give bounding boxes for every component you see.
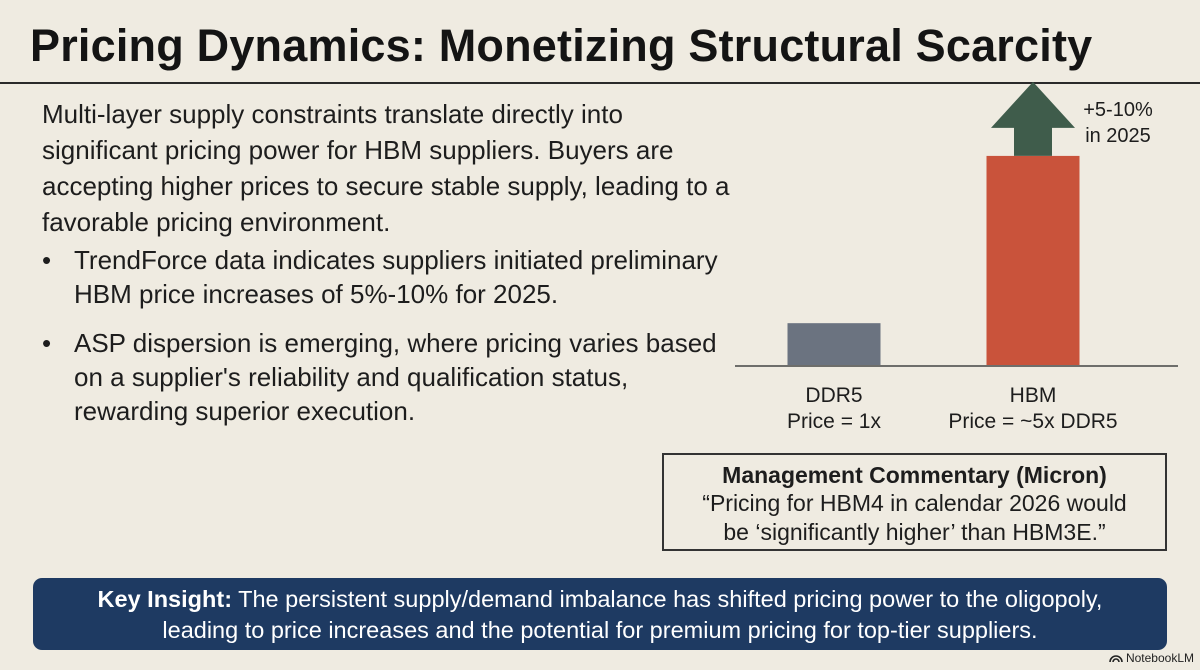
insight-text: leading to price increases and the poten… bbox=[162, 617, 1038, 643]
category-label: HBM bbox=[1010, 384, 1057, 407]
bar-ddr5 bbox=[787, 323, 881, 365]
up-arrow-icon bbox=[991, 81, 1075, 156]
intro-paragraph: Multi-layer supply constraints translate… bbox=[42, 99, 730, 237]
bullet-marker: • bbox=[42, 245, 52, 275]
commentary-quote-line: be ‘significantly higher’ than HBM3E.” bbox=[723, 519, 1106, 545]
category-label: DDR5 bbox=[805, 384, 862, 407]
insight-text: The persistent supply/demand imbalance h… bbox=[232, 586, 1103, 612]
insight-label: Key Insight: bbox=[97, 586, 233, 612]
bullet-text: ASP dispersion is emerging, where pricin… bbox=[74, 328, 717, 426]
category-sublabel: Price = 1x bbox=[787, 410, 881, 433]
bullet-text: TrendForce data indicates suppliers init… bbox=[74, 245, 718, 309]
bullet-marker: • bbox=[42, 328, 52, 358]
price-comparison-chart: DDR5 Price = 1x HBM Price = ~5x DDR5 +5-10% i… bbox=[735, 81, 1178, 433]
commentary-quote-line: “Pricing for HBM4 in calendar 2026 would bbox=[702, 490, 1127, 516]
bullet-item: • TrendForce data indicates suppliers in… bbox=[42, 243, 742, 311]
page-title: Pricing Dynamics: Monetizing Structural … bbox=[30, 20, 1093, 71]
bullet-item: • ASP dispersion is emerging, where pric… bbox=[42, 326, 742, 428]
commentary-title: Management Commentary (Micron) bbox=[722, 462, 1107, 488]
title-divider bbox=[0, 82, 1200, 84]
category-sublabel: Price = ~5x DDR5 bbox=[948, 410, 1117, 433]
bullet-list: • TrendForce data indicates suppliers in… bbox=[42, 243, 742, 443]
notebooklm-logo: NotebookLM bbox=[1109, 651, 1194, 665]
bar-hbm bbox=[986, 155, 1080, 365]
notebooklm-icon bbox=[1109, 655, 1123, 663]
annotation-label: in 2025 bbox=[1085, 125, 1151, 147]
management-commentary-box: Management Commentary (Micron) “Pricing … bbox=[662, 453, 1167, 551]
brand-name: NotebookLM bbox=[1125, 651, 1194, 665]
annotation-label: +5-10% bbox=[1083, 99, 1153, 121]
key-insight-banner: Key Insight: The persistent supply/deman… bbox=[33, 578, 1167, 650]
